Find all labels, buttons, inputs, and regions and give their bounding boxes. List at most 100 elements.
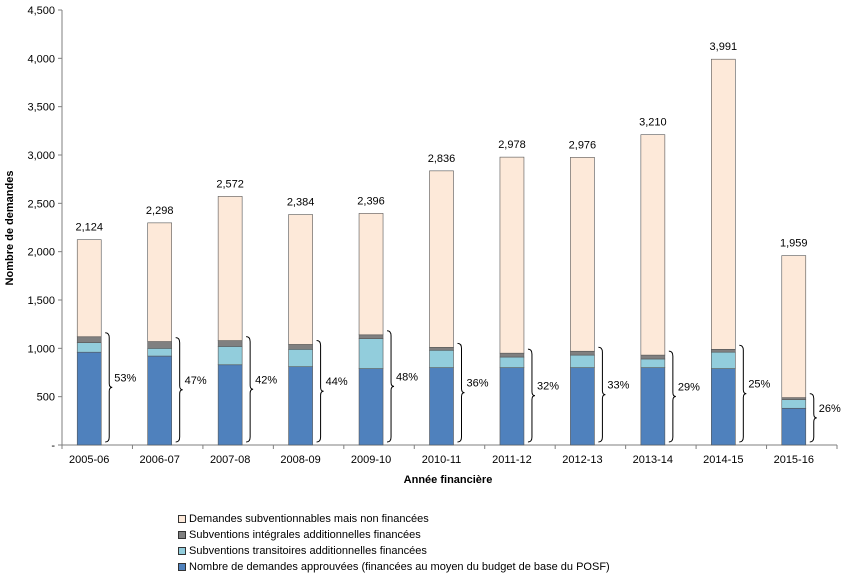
total-label: 2,298 xyxy=(146,205,174,217)
funded-bracket xyxy=(598,346,606,443)
funded-percent-label: 26% xyxy=(819,403,841,415)
bar-segment xyxy=(288,348,313,367)
bar-segment xyxy=(570,354,595,368)
bar-segment xyxy=(288,214,313,345)
bar-segment xyxy=(499,367,525,446)
total-label: 2,396 xyxy=(357,195,385,207)
legend-label: Subventions transitoires additionnelles … xyxy=(189,545,427,557)
funded-percent-label: 44% xyxy=(326,376,348,388)
y-tick-label: 3,000 xyxy=(27,150,55,162)
bars xyxy=(76,58,807,446)
legend-item: Nombre de demandes approuvées (financées… xyxy=(178,559,610,575)
x-tick-label: 2006-07 xyxy=(139,454,179,466)
legend-label: Demandes subventionnables mais non finan… xyxy=(189,513,429,525)
total-label: 2,978 xyxy=(498,139,526,151)
bar-segment xyxy=(288,344,313,350)
funded-bracket xyxy=(668,350,676,443)
funded-bracket xyxy=(739,344,747,443)
bar-segment xyxy=(358,338,384,369)
bar-segment xyxy=(640,367,666,446)
funded-percent-label: 48% xyxy=(396,371,418,383)
bar-segment xyxy=(217,196,243,341)
x-tick-label: 2010-11 xyxy=(422,454,462,466)
funded-bracket xyxy=(387,330,395,443)
legend-swatch xyxy=(178,515,186,523)
bar-segment xyxy=(499,156,525,354)
annotations: 2,124 53% 2,298 47% 2,572 42% 2,384 44% 2,396 48%… xyxy=(75,41,841,443)
bar-segment xyxy=(217,346,243,366)
x-tick-label: 2011-12 xyxy=(492,454,532,466)
funded-percent-label: 25% xyxy=(748,379,770,391)
x-tick-label: 2013-14 xyxy=(633,454,673,466)
legend: Demandes subventionnables mais non finan… xyxy=(178,511,610,575)
y-axis-title: Nombre de demandes xyxy=(4,171,16,286)
total-label: 2,836 xyxy=(428,153,456,165)
funded-percent-label: 32% xyxy=(537,381,559,393)
bar-segment xyxy=(147,355,172,446)
total-label: 1,959 xyxy=(780,238,808,250)
bar-segment xyxy=(781,255,807,398)
x-tick-label: 2005-06 xyxy=(69,454,109,466)
bar-segment xyxy=(358,213,384,336)
bar-segment xyxy=(76,239,102,338)
bar-segment xyxy=(429,349,454,368)
funded-bracket xyxy=(316,339,324,443)
y-tick-label: 500 xyxy=(37,392,55,404)
legend-label: Subventions intégrales additionnelles fi… xyxy=(189,529,421,541)
total-label: 3,210 xyxy=(639,117,667,129)
x-tick-label: 2009-10 xyxy=(351,454,391,466)
bar-segment xyxy=(147,341,172,349)
bar-segment xyxy=(640,354,666,360)
y-tick-label: 4,500 xyxy=(27,5,55,17)
bar-segment xyxy=(429,347,454,351)
bar-segment xyxy=(288,366,313,446)
bar-segment xyxy=(76,336,102,343)
bar-segment xyxy=(781,399,807,409)
bar-segment xyxy=(570,367,595,446)
funded-percent-label: 33% xyxy=(607,380,629,392)
funded-percent-label: 47% xyxy=(185,375,207,387)
legend-swatch xyxy=(178,547,186,555)
total-label: 2,124 xyxy=(75,222,103,234)
legend-item: Subventions intégrales additionnelles fi… xyxy=(178,527,610,543)
bar-segment xyxy=(358,368,384,446)
bar-segment xyxy=(711,351,736,369)
y-axis: - 500 1,000 1,500 2,000 2,500 3,000 3,500 4,000 4… xyxy=(27,5,63,452)
bar-segment xyxy=(781,407,807,446)
x-tick-label: 2014-15 xyxy=(703,454,743,466)
funded-percent-label: 29% xyxy=(678,382,700,394)
bar-segment xyxy=(570,157,595,352)
legend-swatch xyxy=(178,563,186,571)
bar-segment xyxy=(217,364,243,446)
x-tick-label: 2007-08 xyxy=(210,454,250,466)
funded-bracket xyxy=(105,332,113,443)
x-axis: 2005-06 2006-07 2007-08 2008-09 2009-10 2010-… xyxy=(61,444,838,466)
y-tick-label: 2,000 xyxy=(27,247,55,259)
x-tick-label: 2015-16 xyxy=(774,454,814,466)
x-tick-label: 2008-09 xyxy=(280,454,320,466)
bar-segment xyxy=(358,334,384,339)
x-tick-label: 2012-13 xyxy=(562,454,602,466)
y-tick-label: 4,000 xyxy=(27,53,55,65)
total-label: 2,976 xyxy=(569,139,597,151)
bar-segment xyxy=(76,351,102,446)
funded-percent-label: 36% xyxy=(467,378,489,390)
y-tick-label: 3,500 xyxy=(27,102,55,114)
bar-segment xyxy=(499,352,525,358)
bar-segment xyxy=(429,367,454,446)
funded-bracket xyxy=(246,336,254,443)
funded-percent-label: 42% xyxy=(255,374,277,386)
total-label: 2,384 xyxy=(287,197,315,209)
bar-segment xyxy=(217,340,243,347)
bar-segment xyxy=(76,342,102,353)
legend-label: Nombre de demandes approuvées (financées… xyxy=(189,561,610,573)
funded-percent-label: 53% xyxy=(114,372,136,384)
bar-segment xyxy=(711,368,736,446)
bar-segment xyxy=(429,170,454,348)
x-axis-title: Année financière xyxy=(404,474,493,486)
bar-segment xyxy=(711,58,736,350)
funded-bracket xyxy=(175,337,183,443)
legend-item: Demandes subventionnables mais non finan… xyxy=(178,511,610,527)
bar-segment xyxy=(711,348,736,353)
